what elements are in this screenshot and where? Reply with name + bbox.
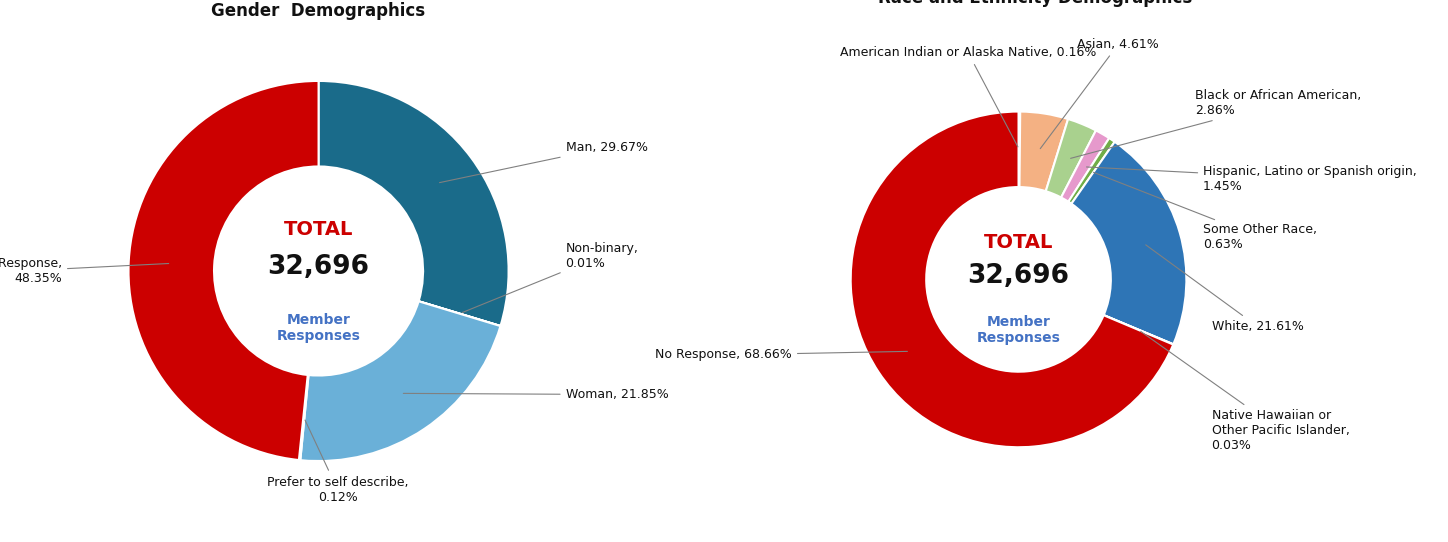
Text: No Response, 68.66%: No Response, 68.66% [654,349,908,362]
Text: Non-binary,
0.01%: Non-binary, 0.01% [462,242,639,313]
Wedge shape [1019,112,1069,191]
Text: Asian, 4.61%: Asian, 4.61% [1040,38,1158,149]
Title: Gender  Demographics: Gender Demographics [211,2,426,20]
Text: American Indian or Alaska Native, 0.16%: American Indian or Alaska Native, 0.16% [840,46,1096,147]
Wedge shape [1045,119,1096,197]
Text: 32,696: 32,696 [967,263,1070,289]
Text: Member
Responses: Member Responses [976,315,1060,345]
Wedge shape [1103,315,1173,345]
Text: Member
Responses: Member Responses [277,313,361,343]
Wedge shape [1061,131,1109,202]
Text: Black or African American,
2.86%: Black or African American, 2.86% [1070,89,1361,158]
Text: 32,696: 32,696 [268,254,369,280]
Text: Native Hawaiian or
Other Pacific Islander,
0.03%: Native Hawaiian or Other Pacific Islande… [1141,331,1350,452]
Wedge shape [129,81,319,460]
Text: White, 21.61%: White, 21.61% [1145,245,1303,333]
Wedge shape [319,81,508,326]
Text: Prefer to self describe,
0.12%: Prefer to self describe, 0.12% [266,420,408,504]
Text: Woman, 21.85%: Woman, 21.85% [404,388,669,401]
Wedge shape [850,112,1173,447]
Text: TOTAL: TOTAL [983,233,1053,252]
Wedge shape [1018,112,1021,187]
Wedge shape [1072,142,1186,344]
Wedge shape [298,375,308,460]
Text: Man, 29.67%: Man, 29.67% [440,141,647,183]
Text: Hispanic, Latino or Spanish origin,
1.45%: Hispanic, Latino or Spanish origin, 1.45… [1086,165,1418,193]
Text: Some Other Race,
0.63%: Some Other Race, 0.63% [1093,172,1318,251]
Wedge shape [418,301,501,326]
Text: No Response,
48.35%: No Response, 48.35% [0,257,169,285]
Text: TOTAL: TOTAL [284,220,353,238]
Title: Race and Ethnicity Demographics: Race and Ethnicity Demographics [877,0,1193,7]
Wedge shape [300,301,501,461]
Wedge shape [1069,138,1115,204]
